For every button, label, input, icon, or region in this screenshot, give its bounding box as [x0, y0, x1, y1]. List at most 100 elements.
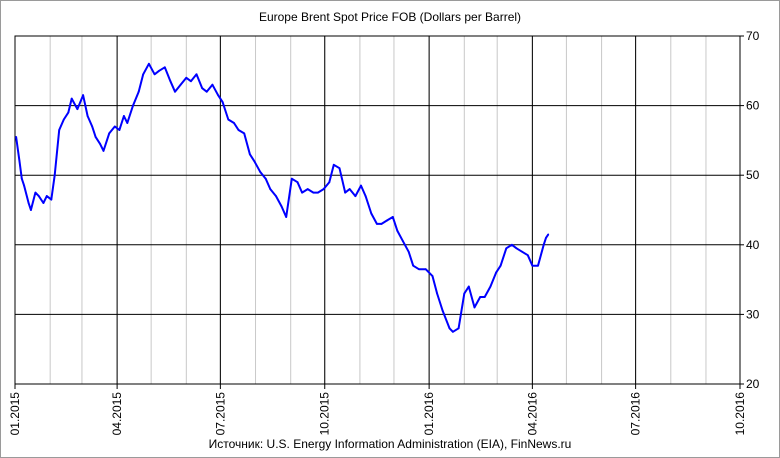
data-point: [441, 310, 444, 312]
data-point: [306, 188, 309, 191]
data-point: [253, 160, 256, 163]
plot-area: [15, 36, 740, 384]
data-point: [99, 142, 101, 145]
data-point: [227, 118, 230, 121]
data-point: [174, 90, 176, 93]
data-point: [147, 62, 150, 65]
x-tick-label: 10.2015: [318, 392, 332, 436]
data-point: [189, 80, 192, 83]
data-point: [436, 292, 438, 295]
data-point: [483, 296, 486, 298]
x-tick-label: 04.2015: [110, 392, 124, 436]
data-point: [53, 174, 56, 177]
data-point: [91, 125, 94, 128]
data-point: [545, 236, 547, 239]
data-point: [275, 195, 277, 197]
data-point: [233, 122, 235, 124]
data-point: [317, 191, 319, 194]
data-point: [511, 243, 513, 246]
data-point: [269, 188, 272, 191]
data-point: [457, 327, 460, 330]
y-tick-label: 30: [746, 307, 760, 321]
data-point: [82, 94, 84, 97]
data-point: [211, 83, 214, 86]
data-point: [418, 268, 420, 271]
data-point: [86, 115, 89, 117]
data-point: [108, 132, 111, 135]
x-axis-ticks: 01.2015 04.2015 07.2015 10.2015 01.2016 04.20…: [8, 384, 747, 435]
x-tick-label: 07.2015: [213, 392, 227, 436]
data-point: [290, 177, 293, 180]
data-point: [391, 216, 394, 218]
data-point: [102, 149, 105, 152]
data-point: [132, 104, 134, 107]
data-point: [531, 264, 534, 267]
data-point: [221, 101, 224, 104]
data-point: [301, 191, 303, 194]
data-point: [58, 129, 61, 131]
data-point: [29, 209, 32, 211]
data-point: [495, 271, 497, 274]
data-point: [259, 170, 261, 173]
data-point: [123, 115, 125, 117]
plot-border: [14, 35, 741, 385]
data-point: [142, 73, 145, 76]
data-point: [338, 167, 341, 170]
x-tick-label: 07.2016: [629, 392, 643, 436]
x-tick-label: 10.2016: [733, 392, 747, 436]
data-point: [163, 66, 166, 69]
y-tick-label: 60: [746, 99, 760, 113]
data-point: [62, 118, 65, 121]
data-point: [463, 292, 466, 295]
data-point: [348, 188, 351, 191]
y-axis-ticks: 20 30 40 50 60 70: [740, 29, 760, 391]
data-point: [118, 129, 121, 131]
x-tick-label: 01.2016: [422, 392, 436, 436]
data-point: [76, 108, 79, 110]
data-point: [489, 285, 492, 288]
data-point: [70, 97, 73, 100]
data-point: [158, 69, 160, 72]
y-tick-label: 40: [746, 238, 760, 252]
data-point: [505, 247, 508, 250]
data-point: [45, 195, 48, 197]
y-tick-label: 50: [746, 168, 760, 182]
data-point: [328, 181, 331, 184]
data-point: [344, 191, 347, 194]
data-point: [18, 160, 21, 163]
data-point: [37, 195, 40, 197]
source-note: Источник: U.S. Energy Information Admini…: [208, 437, 572, 451]
data-point: [431, 275, 434, 278]
data-point: [424, 268, 427, 271]
chart-title: Europe Brent Spot Price FOB (Dollars per…: [258, 10, 522, 24]
series-group: [15, 62, 550, 333]
data-point: [521, 250, 524, 253]
data-point: [407, 250, 410, 253]
data-point: [467, 285, 470, 288]
x-tick-label: 01.2015: [8, 392, 22, 436]
data-point: [137, 90, 140, 93]
data-point: [264, 177, 267, 180]
data-point: [20, 177, 23, 180]
data-point: [248, 153, 251, 156]
data-point: [499, 264, 502, 267]
data-point: [537, 264, 539, 267]
data-point: [515, 247, 518, 250]
data-point: [217, 94, 219, 97]
data-point: [94, 136, 97, 138]
data-point: [386, 219, 389, 222]
data-point: [473, 306, 476, 309]
data-point: [185, 76, 188, 79]
x-tick-label: 04.2016: [525, 392, 539, 436]
data-point: [354, 195, 357, 197]
data-point: [380, 223, 383, 225]
data-point: [547, 233, 550, 236]
data-point: [402, 240, 404, 243]
data-point: [113, 125, 116, 128]
data-point: [412, 264, 415, 267]
data-point: [448, 327, 451, 330]
data-point: [201, 87, 204, 90]
data-point: [396, 229, 399, 232]
data-point: [526, 254, 529, 257]
